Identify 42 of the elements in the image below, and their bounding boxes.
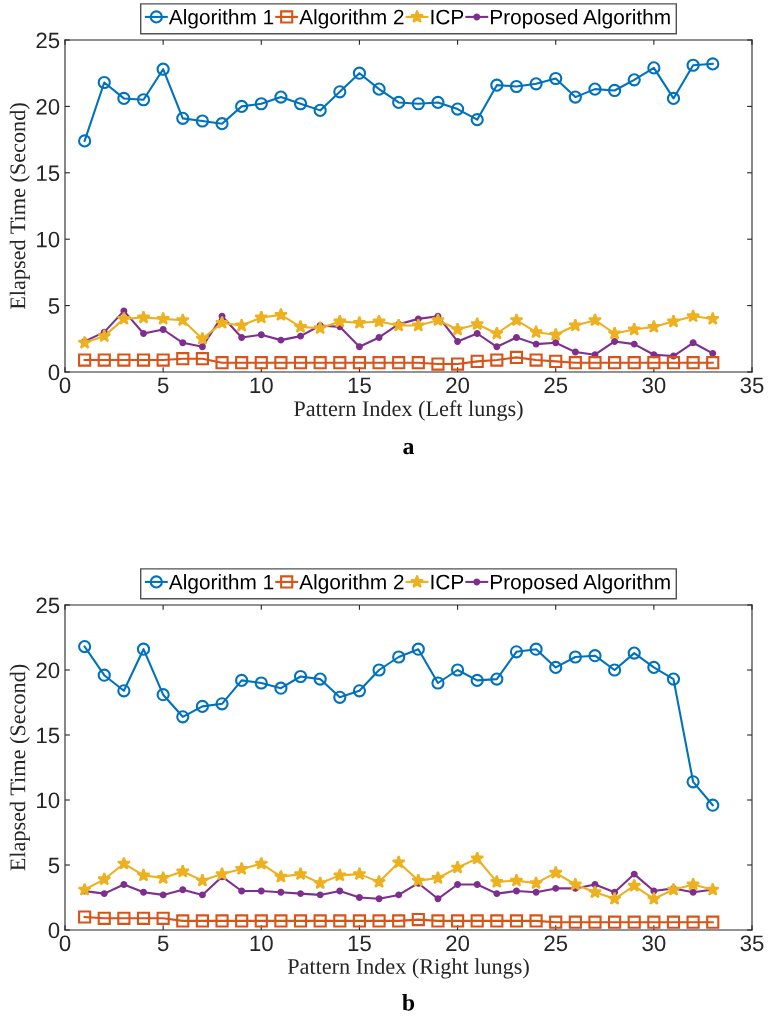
y-tick-label: 5 xyxy=(48,298,60,314)
legend-label: Algorithm 2 xyxy=(299,9,404,29)
x-tick-label: 10 xyxy=(250,377,273,394)
x-axis-title: Pattern Index (Left lungs) xyxy=(294,400,523,421)
x-tick-label: 10 xyxy=(250,935,273,952)
legend-label: Algorithm 2 xyxy=(299,574,404,594)
legend-label: Proposed Algorithm xyxy=(490,574,670,594)
legend-label: ICP xyxy=(431,9,464,25)
y-tick-label: 25 xyxy=(36,597,60,614)
y-tick-label: 0 xyxy=(48,922,60,939)
y-tick-label: 10 xyxy=(37,792,60,809)
x-tick-label: 15 xyxy=(348,935,371,952)
x-tick-label: 5 xyxy=(157,935,169,952)
x-axis-title: Pattern Index (Right lungs) xyxy=(287,958,529,979)
y-tick-label: 10 xyxy=(37,231,60,248)
legend-label: Proposed Algorithm xyxy=(490,9,670,29)
x-tick-label: 20 xyxy=(446,935,470,952)
x-tick-label: 30 xyxy=(642,377,666,394)
y-tick-label: 25 xyxy=(36,32,60,49)
x-tick-label: 35 xyxy=(740,377,764,394)
legend-label: Algorithm 1 xyxy=(168,9,274,29)
x-tick-label: 0 xyxy=(59,935,71,952)
y-tick-label: 5 xyxy=(48,857,60,874)
legend-label: ICP xyxy=(431,574,464,590)
y-tick-label: 0 xyxy=(48,364,60,381)
x-tick-label: 30 xyxy=(642,935,666,952)
y-tick-label: 20 xyxy=(36,662,60,679)
y-axis-title: Elapsed Time (Second) xyxy=(9,103,30,310)
x-tick-label: 25 xyxy=(544,377,568,394)
x-tick-label: 25 xyxy=(544,935,568,952)
x-tick-label: 20 xyxy=(446,377,470,394)
text: b xyxy=(402,994,415,1011)
y-tick-label: 20 xyxy=(36,98,60,115)
y-tick-label: 15 xyxy=(37,727,60,744)
text: a xyxy=(403,442,415,455)
x-tick-label: 35 xyxy=(740,935,764,952)
x-tick-label: 0 xyxy=(59,377,71,394)
y-tick-label: 15 xyxy=(37,165,60,182)
y-axis-title: Elapsed Time (Second) xyxy=(9,664,30,871)
legend-label: Algorithm 1 xyxy=(168,574,274,594)
x-tick-label: 15 xyxy=(348,377,371,394)
x-tick-label: 5 xyxy=(157,377,169,394)
